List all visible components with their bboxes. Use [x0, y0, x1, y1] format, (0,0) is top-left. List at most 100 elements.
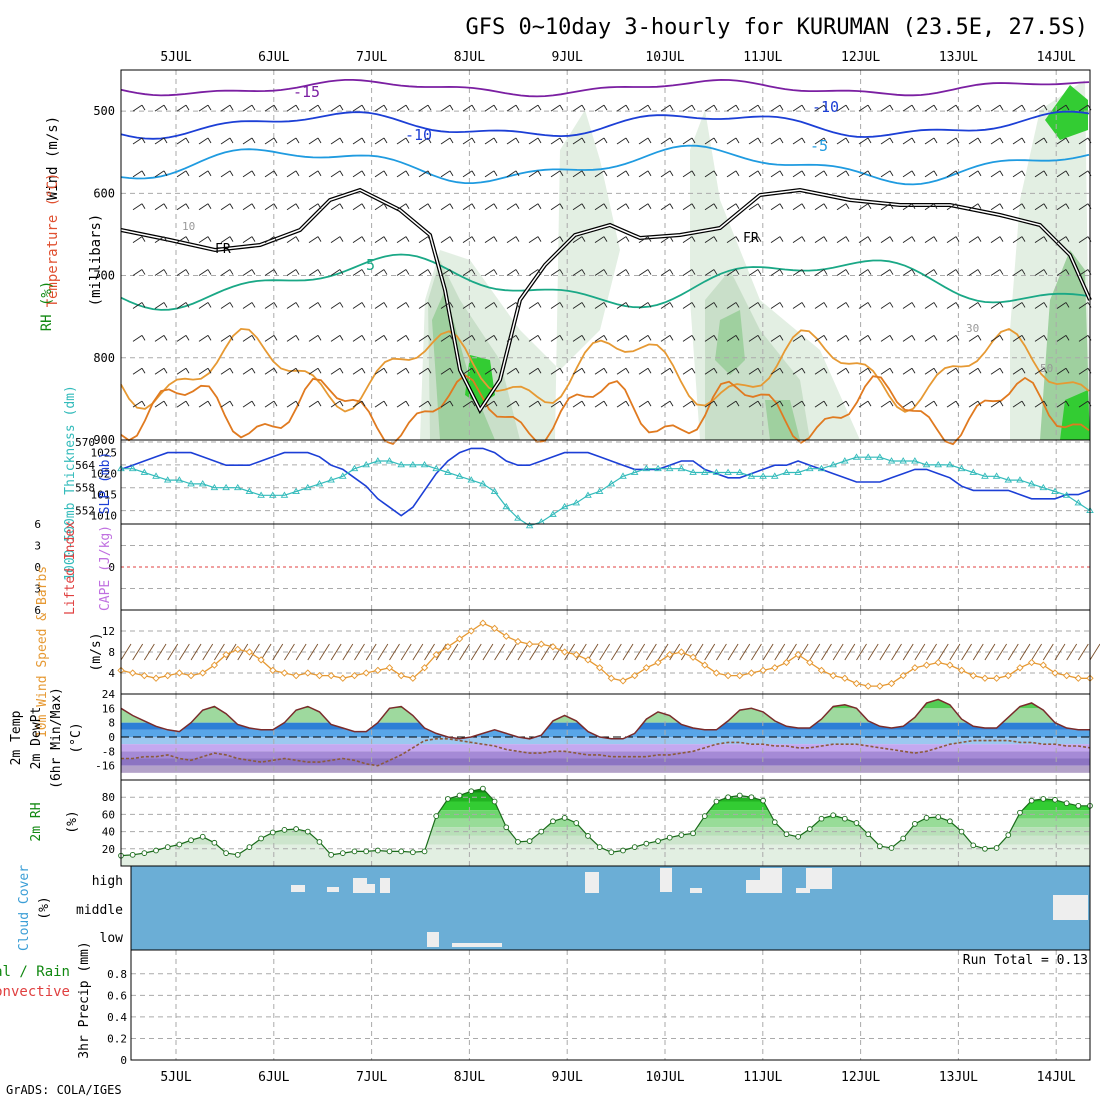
wind-speed-point: [794, 650, 802, 659]
thickness-point: [619, 472, 627, 479]
wind-barb: [141, 104, 146, 111]
wind-barb-10m: [1031, 643, 1043, 661]
wind-barb: [669, 302, 674, 308]
wind-barb: [660, 400, 671, 408]
wind-barb: [154, 236, 165, 244]
wind-barb: [713, 269, 718, 275]
wind-barb: [440, 203, 451, 211]
thickness-point: [735, 468, 744, 475]
wind-barb: [691, 302, 696, 308]
wind-barb: [528, 203, 539, 211]
wind-barb: [845, 137, 850, 144]
wind-barb: [968, 334, 979, 342]
rh-point: [211, 839, 218, 846]
cloud-block: [760, 868, 782, 893]
wind-barb: [330, 400, 341, 408]
date-label-top: 9JUL: [552, 50, 583, 65]
wind-barb: [220, 137, 231, 145]
wind-speed-point: [887, 679, 896, 688]
thickness-point: [163, 476, 172, 483]
wind-barb: [295, 269, 300, 275]
label-rh2m-units: (%): [65, 810, 80, 833]
wind-barb: [1021, 269, 1026, 275]
rh-point: [1017, 809, 1023, 816]
wind-barb: [1012, 104, 1023, 112]
wind-barb: [339, 236, 344, 242]
wind-barb: [383, 335, 388, 341]
wind-barb: [814, 236, 825, 244]
label-precip-axis: 3hr Precip (mm): [77, 941, 92, 1058]
date-label-top: 13JUL: [939, 50, 978, 65]
wind-barb: [462, 170, 473, 178]
wind-barb: [286, 367, 297, 375]
wind-barb: [946, 203, 957, 211]
wind-barb: [559, 170, 564, 177]
wind-barb: [251, 104, 256, 111]
wind-barb: [845, 400, 850, 407]
wind-barb: [1043, 335, 1048, 341]
wind-barb: [163, 367, 168, 374]
wind-speed-point: [1004, 671, 1012, 680]
wind-barb: [880, 170, 891, 178]
wind-speed-point: [502, 632, 510, 640]
wind-speed-point: [701, 661, 709, 669]
freezing-label-2: FR: [743, 231, 759, 246]
wind-barb: [493, 302, 498, 308]
wind-barb: [251, 335, 256, 341]
wind-barb: [559, 367, 564, 374]
wind-barb: [845, 203, 850, 210]
wind-barb: [1065, 170, 1070, 177]
rh-point: [129, 851, 136, 858]
rh-point: [269, 829, 276, 836]
wind-barb: [594, 302, 605, 309]
wind-barb: [933, 367, 938, 374]
wind-barb: [770, 203, 781, 211]
wind-barb: [405, 104, 410, 111]
thickness-point: [455, 472, 464, 479]
wind-barb: [484, 367, 495, 375]
date-label-top: 8JUL: [454, 50, 485, 65]
thickness-point: [140, 468, 149, 475]
thickness-point: [806, 464, 814, 472]
thickness-point: [864, 453, 872, 460]
wind-barb: [242, 367, 253, 375]
wind-speed-point: [572, 650, 580, 659]
wind-barb: [515, 104, 520, 111]
wind-barb-10m: [1019, 643, 1031, 661]
wind-barb: [616, 302, 627, 309]
wind-barb: [198, 334, 209, 342]
wind-barb: [594, 170, 605, 178]
wind-barb: [537, 137, 542, 144]
wind-barb: [528, 236, 539, 244]
wind-speed-point: [129, 669, 137, 677]
wind-barb: [550, 269, 561, 276]
wind-barb: [427, 170, 432, 177]
wind-barb: [933, 400, 938, 407]
wind-barb: [902, 400, 913, 408]
wind-barb: [462, 203, 473, 211]
wind-barb: [880, 203, 891, 211]
cloud-block: [452, 943, 502, 947]
wind-barb: [132, 269, 143, 276]
wind-barb: [449, 335, 454, 341]
wind-barb: [924, 302, 935, 309]
wind-barb: [1043, 269, 1048, 275]
wind-barb: [440, 334, 451, 342]
wind-barb: [330, 236, 341, 244]
wind-barb: [132, 334, 143, 342]
wind-barb: [471, 236, 476, 242]
label-cape: CAPE (J/kg): [98, 525, 113, 611]
wind-barb: [185, 203, 190, 210]
wind-barb: [163, 269, 168, 275]
wind-barb-10m: [120, 643, 132, 661]
wind-barb-10m: [739, 643, 751, 661]
wind-barb: [449, 104, 454, 111]
wind-barb: [933, 170, 938, 177]
wind-barb: [405, 236, 410, 242]
wind-barb: [264, 400, 275, 408]
wind-barb: [955, 269, 960, 275]
wind-speed-point: [841, 674, 849, 682]
thickness-point: [957, 464, 966, 472]
wind-speed-point: [666, 650, 674, 659]
wind-barb: [286, 104, 297, 112]
